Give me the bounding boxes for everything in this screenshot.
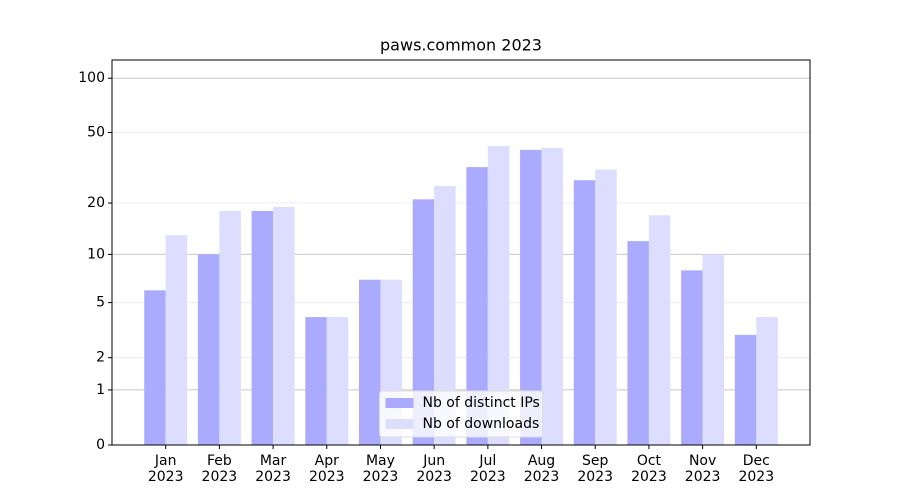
bar xyxy=(358,279,381,445)
y-tick-label: 1 xyxy=(96,382,105,398)
y-tick-label: 2 xyxy=(96,350,105,366)
bar xyxy=(165,235,188,445)
legend-swatch xyxy=(385,398,414,408)
bar xyxy=(681,270,703,445)
bar xyxy=(144,290,166,445)
bar xyxy=(466,167,488,445)
y-tick-label: 10 xyxy=(87,246,105,262)
x-tick-label: Apr 2023 xyxy=(308,453,345,485)
y-tick-label: 100 xyxy=(78,70,105,86)
x-tick-label: Jul 2023 xyxy=(470,453,506,485)
x-tick-label: Mar 2023 xyxy=(255,453,291,485)
bar xyxy=(734,334,757,445)
x-tick-label: Aug 2023 xyxy=(523,453,560,485)
x-tick-label: May 2023 xyxy=(362,453,399,485)
legend-label: Nb of distinct IPs xyxy=(423,395,540,411)
legend-label: Nb of downloads xyxy=(423,416,540,432)
bar xyxy=(326,317,349,445)
x-tick-label: Oct 2023 xyxy=(631,453,667,485)
bar xyxy=(219,210,241,445)
bar xyxy=(273,206,295,445)
bar xyxy=(541,147,564,445)
x-tick-label: Feb 2023 xyxy=(201,453,238,485)
bar xyxy=(487,146,510,445)
y-tick-label: 5 xyxy=(96,295,105,311)
plot-frame xyxy=(111,59,811,446)
y-tick-label: 50 xyxy=(87,125,105,141)
y-tick-label: 0 xyxy=(96,437,105,453)
x-tick-label: Dec 2023 xyxy=(738,453,775,485)
x-tick-label: Sep 2023 xyxy=(577,453,614,485)
y-tick-label: 20 xyxy=(87,195,105,211)
x-tick-label: Jun 2023 xyxy=(416,453,452,485)
bar xyxy=(434,186,456,445)
bar xyxy=(702,254,725,445)
bar xyxy=(520,149,542,445)
bar xyxy=(573,180,596,445)
bar xyxy=(197,254,220,445)
bar xyxy=(251,210,274,445)
x-tick-label: Jan 2023 xyxy=(147,453,184,485)
bar xyxy=(756,317,778,445)
x-tick-label: Nov 2023 xyxy=(684,453,721,485)
bar xyxy=(595,169,617,445)
legend-swatch xyxy=(385,419,414,429)
bar xyxy=(648,215,671,445)
bar xyxy=(412,199,435,445)
chart-title: paws.common 2023 xyxy=(380,36,542,55)
legend: Nb of distinct IPs Nb of downloads xyxy=(379,390,543,438)
bar xyxy=(305,317,327,445)
legend-box xyxy=(379,390,543,438)
bar xyxy=(627,241,649,445)
